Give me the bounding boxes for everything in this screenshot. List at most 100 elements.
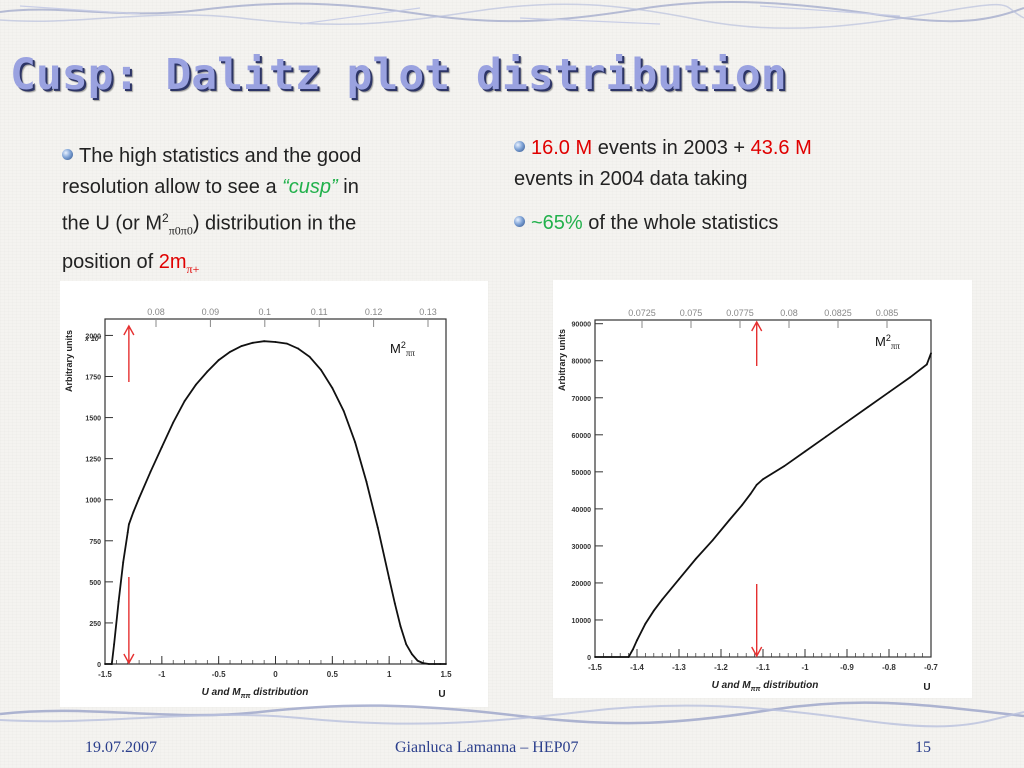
y-tick-label: 1750	[85, 375, 101, 382]
cusp-arrowhead-lower	[751, 646, 763, 658]
top-decorative-band	[0, 1, 1024, 29]
data-point	[678, 578, 680, 581]
data-point	[138, 497, 140, 499]
y-multiplier-label: x 10²	[84, 336, 102, 343]
slide-title: Cusp: Dalitz plot distribution	[10, 50, 787, 100]
data-point	[711, 539, 714, 542]
data-point	[644, 622, 647, 625]
y-tick-label: 1500	[85, 416, 101, 423]
data-point	[909, 376, 911, 379]
data-point	[229, 350, 231, 353]
y-axis-label: Arbitrary units	[557, 329, 567, 391]
data-point	[416, 659, 419, 662]
data-point	[762, 478, 764, 481]
distribution-curve	[595, 352, 932, 658]
x-tick-label: 1.5	[440, 670, 452, 679]
left-line-1: The high statistics and the good	[62, 141, 462, 172]
x-tick-label: 0.5	[327, 670, 339, 679]
top-axis-tick-label: 0.13	[419, 307, 437, 317]
cusp-arrowhead-upper	[123, 324, 135, 336]
left-line-2: resolution allow to see a “cusp” in	[62, 176, 359, 198]
plot-frame	[594, 319, 932, 658]
data-point	[183, 400, 186, 403]
x-tick-label: -1.3	[672, 663, 686, 672]
data-point	[274, 341, 277, 343]
data-point	[439, 663, 442, 665]
data-point	[365, 480, 368, 483]
data-point	[445, 663, 447, 665]
data-point	[749, 493, 752, 495]
x-unit-label: U	[438, 689, 445, 700]
y-tick-label: 500	[89, 580, 101, 587]
y-tick-label: 40000	[572, 507, 592, 514]
y-tick-label: 0	[97, 662, 101, 669]
data-point	[755, 483, 758, 486]
y-tick-label: 80000	[572, 359, 592, 366]
plot-panel-left: -1.5 -1 -0.5 0 0.5 1 1.5 0 250 500 750 1000 1250 1500…	[60, 281, 488, 707]
data-point	[411, 653, 413, 656]
y-tick-label: 1000	[85, 498, 101, 505]
left-line-4: position of 2mπ+	[62, 250, 200, 276]
top-axis-tick-label: 0.09	[202, 307, 220, 317]
data-point	[636, 639, 638, 642]
bullet-icon	[62, 149, 73, 160]
top-axis-tick-label: 0.1	[259, 307, 272, 317]
data-point	[113, 643, 115, 646]
data-point	[122, 561, 125, 564]
data-point	[399, 625, 402, 628]
data-point	[825, 435, 827, 438]
plot-panel-right: -1.5 -1.4 -1.3 -1.2 -1.1 -1 -0.9 -0.8 -0.7 0 10000…	[553, 280, 972, 698]
data-point	[354, 441, 356, 444]
top-axis-tick-label: 0.085	[876, 308, 899, 318]
data-point	[263, 340, 266, 343]
cusp-word: “cusp”	[282, 176, 338, 198]
data-point	[433, 663, 436, 665]
data-point	[195, 383, 197, 386]
dalitz-u-distribution-plot: -1.5 -1 -0.5 0 0.5 1 1.5 0 250 500 750 1000 1250 1500…	[64, 307, 452, 700]
data-point	[393, 602, 396, 605]
x-tick-label: -1	[158, 670, 166, 679]
data-point	[104, 663, 106, 665]
y-tick-label: 90000	[572, 322, 592, 329]
data-point	[930, 352, 932, 355]
y-tick-label: 70000	[572, 396, 592, 403]
bullet-icon	[514, 216, 525, 227]
data-point	[888, 391, 890, 394]
x-tick-label: -1.4	[630, 663, 644, 672]
top-axis-tick-label: 0.0725	[628, 308, 656, 318]
data-point	[117, 600, 120, 603]
x-unit-label: U	[923, 682, 930, 693]
data-point	[331, 387, 334, 389]
annotation-m2pipi: M2ππ	[390, 340, 415, 358]
data-point	[320, 369, 322, 371]
data-point	[149, 470, 152, 473]
y-tick-label: 50000	[572, 470, 592, 477]
y-tick-label: 750	[89, 539, 101, 546]
bullet-icon	[514, 141, 525, 152]
y-tick-label: 1250	[85, 457, 101, 464]
y-tick-label: 60000	[572, 433, 592, 440]
data-point	[388, 577, 391, 580]
x-tick-label: 1	[387, 670, 392, 679]
y-tick-label: 10000	[572, 618, 592, 625]
cusp-arrowhead-upper	[751, 320, 763, 332]
data-point	[240, 345, 243, 348]
footer-date: 19.07.2007	[85, 739, 157, 756]
x-tick-label: -0.7	[924, 663, 938, 672]
data-point	[127, 523, 130, 526]
data-point	[285, 342, 288, 345]
data-point	[172, 421, 175, 424]
x-tick-label: 0	[273, 670, 278, 679]
y-tick-label: 30000	[572, 544, 592, 551]
data-point	[422, 662, 425, 665]
dalitz-u-zoom-plot: -1.5 -1.4 -1.3 -1.2 -1.1 -1 -0.9 -0.8 -0.7 0 10000…	[557, 308, 938, 693]
left-line-3: the U (or M2π0π0) distribution in the	[62, 211, 357, 238]
data-point	[631, 648, 634, 651]
data-point	[652, 609, 655, 612]
data-point	[783, 465, 785, 468]
y-tick-label: 0	[587, 655, 591, 662]
data-point	[376, 526, 379, 529]
x-tick-label: -1.2	[714, 663, 728, 672]
data-point	[110, 663, 113, 665]
top-axis-tick-label: 0.08	[780, 308, 798, 318]
